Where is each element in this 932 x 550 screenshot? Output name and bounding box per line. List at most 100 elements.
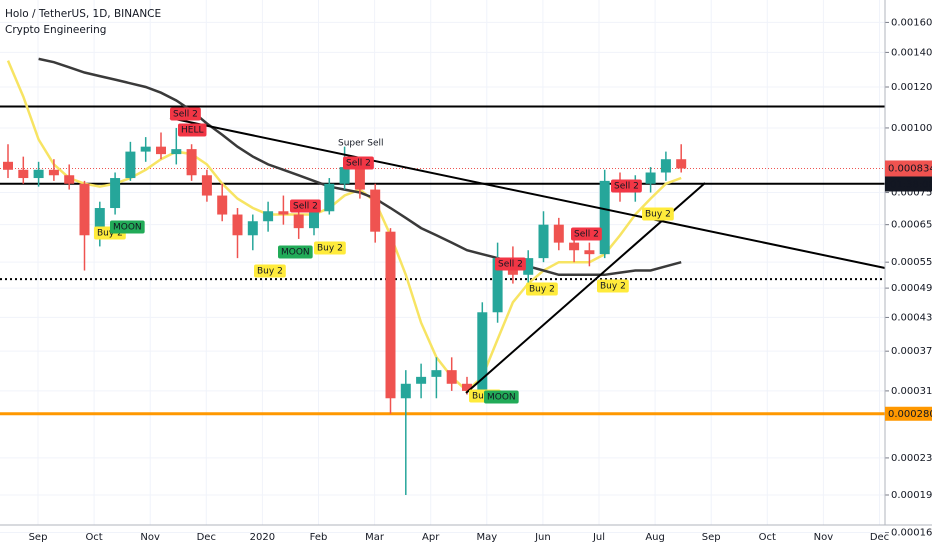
candle-body: [354, 167, 365, 190]
signal-text: Super Sell: [338, 139, 383, 149]
y-tick-label: 0.0014000: [891, 47, 932, 58]
x-tick-label: Sep: [29, 532, 48, 543]
y-tick-label: 0.0007500: [891, 188, 932, 199]
y-tick-label: 0.0010000: [891, 123, 932, 134]
signal-text: MOON: [487, 393, 516, 403]
signal-box: [597, 279, 629, 293]
signal: Super Sell: [338, 139, 383, 149]
candle-body: [3, 161, 13, 170]
signal-box: [290, 199, 321, 213]
signal-text: Sell 2: [293, 202, 318, 212]
grid-layer: [0, 0, 885, 533]
y-tick-label: 0.0004300: [891, 312, 932, 323]
last-price-tag: [885, 160, 932, 177]
signal: Buy 2: [597, 279, 629, 293]
signals: Sell 2 HELL Buy 2 MOON Sell 2 MOON Buy 2…: [94, 107, 674, 404]
signal: Buy 2: [254, 264, 286, 278]
y-tick-label: 0.0002300: [891, 453, 932, 464]
signal-text: HELL: [181, 126, 203, 136]
candle-body: [186, 149, 197, 176]
candle-body: [569, 242, 580, 251]
y-tick-label: 0.0016000: [891, 17, 932, 28]
candle-body: [492, 258, 503, 313]
signal: Sell 2: [170, 107, 201, 121]
candle-body: [370, 189, 381, 232]
signal: Sell 2: [290, 199, 321, 213]
candle-body: [94, 208, 105, 236]
signal-text: Sell 2: [346, 159, 371, 169]
candle-body: [385, 231, 396, 399]
candle-body: [538, 224, 549, 259]
x-tick-label: May: [476, 532, 497, 543]
signal-box: [278, 245, 313, 259]
signal: Buy 2: [314, 241, 346, 255]
signal: Sell 2: [343, 156, 374, 170]
candle-body: [217, 195, 228, 215]
symbol-title: Holo / TetherUS, 1D, BINANCE: [5, 8, 161, 20]
y-tick-label: 0.0005500: [891, 257, 932, 268]
candle-body: [462, 383, 472, 391]
x-tick-label: Sep: [702, 532, 721, 543]
signal-text: Sell 2: [173, 110, 198, 120]
x-tick-label: Aug: [645, 532, 665, 543]
countdown-tag: [885, 176, 932, 192]
candle-body: [110, 178, 121, 209]
price-tag-label: 0.0002800: [888, 409, 932, 420]
signal-text: Buy 2: [529, 285, 555, 295]
signal-text: Buy 2: [600, 282, 626, 292]
signal: Sell 2: [571, 227, 602, 241]
signal-box: [571, 227, 602, 241]
signal: MOON: [484, 390, 519, 404]
y-tick-label: 0.0001950: [891, 490, 932, 501]
candle-body: [309, 211, 319, 229]
signal-box: [110, 220, 145, 234]
candle-body: [645, 172, 656, 184]
candle-body: [446, 370, 457, 384]
x-tick-label: Dec: [197, 532, 216, 543]
signal: MOON: [110, 220, 145, 234]
price-tag: [885, 406, 932, 421]
signal-box: [484, 390, 519, 404]
candle-body: [293, 214, 304, 229]
candle-body: [247, 221, 258, 236]
y-tick-label: 0.0003700: [891, 346, 932, 357]
signal: Sell 2: [611, 179, 642, 193]
candle-body: [125, 151, 136, 179]
candle-body: [79, 183, 90, 236]
x-tick-label: Jun: [534, 532, 551, 543]
candle-body: [400, 383, 411, 399]
y-tick-label: 0.0012000: [891, 82, 932, 93]
candle-body: [599, 180, 610, 255]
x-tick-label: Oct: [85, 532, 102, 543]
x-tick-label: 2020: [250, 532, 275, 543]
signal-box: [314, 241, 346, 255]
candle-body: [48, 169, 59, 176]
moving-average: [6, 60, 682, 393]
signal-text: Buy 2: [257, 267, 283, 277]
x-tick-label: Nov: [814, 532, 834, 543]
candle-body: [339, 167, 350, 184]
candle-body: [416, 376, 427, 384]
signal-box: [178, 123, 207, 137]
signal-text: Sell 2: [574, 230, 599, 240]
candle-body: [232, 214, 243, 236]
signal-box: [495, 257, 526, 271]
signal: MOON: [278, 245, 313, 259]
x-tick-label: Apr: [422, 532, 440, 543]
candle-body: [676, 159, 687, 169]
candle-body: [523, 258, 534, 275]
signal: HELL: [178, 123, 207, 137]
indicator-name: Crypto Engineering: [5, 24, 106, 36]
signal-box: [254, 264, 286, 278]
signal-text: MOON: [281, 248, 310, 258]
x-tick-label: Dec: [870, 532, 889, 543]
signal-box: [343, 156, 374, 170]
marks-layer: [3, 57, 687, 495]
candle-body: [584, 250, 595, 255]
signal-box: [642, 207, 674, 221]
candle-body: [156, 146, 166, 155]
candle-body: [477, 312, 488, 391]
candle-body: [660, 159, 671, 173]
